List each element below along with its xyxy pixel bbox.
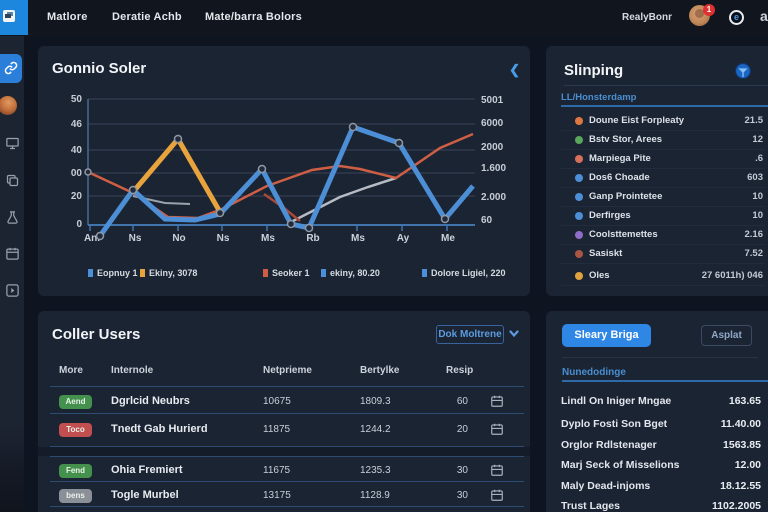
svg-text:Seoker 1: Seoker 1	[272, 268, 310, 278]
svg-text:Ns: Ns	[217, 233, 230, 244]
svg-text:60: 60	[481, 215, 493, 226]
svg-text:46: 46	[71, 119, 83, 130]
svg-text:ekiny, 80.20: ekiny, 80.20	[330, 268, 380, 278]
svg-text:1.600: 1.600	[481, 163, 506, 174]
svg-text:50: 50	[71, 94, 83, 105]
svg-text:No: No	[172, 233, 185, 244]
svg-text:Ms: Ms	[351, 233, 365, 244]
svg-text:Ekiny, 3078: Ekiny, 3078	[149, 268, 197, 278]
svg-text:00: 00	[71, 168, 83, 179]
svg-text:Rb: Rb	[306, 233, 319, 244]
svg-text:Eopnuy 1: Eopnuy 1	[97, 268, 138, 278]
svg-text:6000: 6000	[481, 118, 504, 129]
svg-text:20: 20	[71, 191, 83, 202]
svg-text:Anl: Anl	[84, 233, 100, 244]
svg-text:0: 0	[76, 219, 82, 230]
svg-text:40: 40	[71, 145, 83, 156]
svg-text:Ms: Ms	[261, 233, 275, 244]
svg-text:Dolore Ligiel, 220: Dolore Ligiel, 220	[431, 268, 506, 278]
svg-text:2.000: 2.000	[481, 192, 506, 203]
svg-text:Ay: Ay	[397, 233, 410, 244]
svg-text:Me: Me	[441, 233, 455, 244]
svg-text:5001: 5001	[481, 95, 504, 106]
svg-text:Ns: Ns	[129, 233, 142, 244]
svg-text:2000: 2000	[481, 142, 504, 153]
